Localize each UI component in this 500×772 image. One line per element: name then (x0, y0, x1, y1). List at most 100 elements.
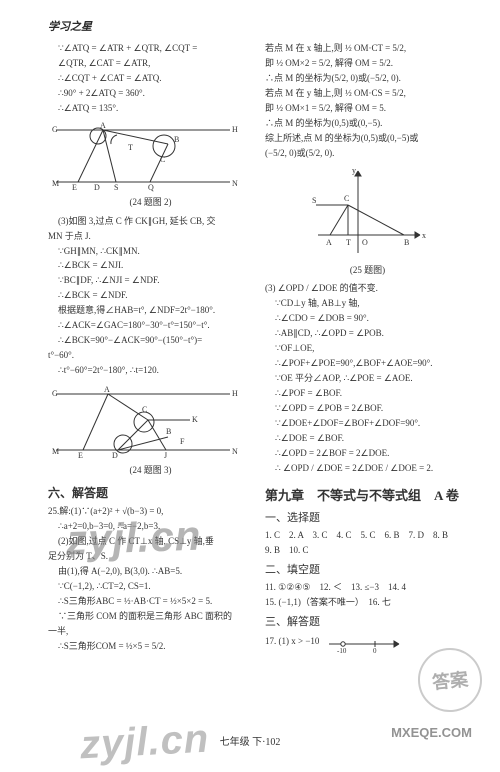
figure-24-3: GH MN AC KB ED JF (48, 382, 253, 460)
sub-section-title: 三、解答题 (265, 614, 470, 631)
svg-text:H: H (232, 125, 238, 134)
svg-text:y: y (352, 166, 356, 175)
text-line: ∴点 M 的坐标为(5/2, 0)或(−5/2, 0). (265, 72, 470, 86)
svg-text:B: B (404, 238, 409, 247)
text-line: ∵∠OPD = ∠POB = 2∠BOF. (265, 402, 470, 416)
svg-text:C: C (142, 405, 147, 414)
tick-label: 0 (373, 647, 377, 653)
svg-text:T: T (346, 238, 351, 247)
text-line: ∵OE 平分∠AOP, ∴∠POE = ∠AOE. (265, 372, 470, 386)
figure-caption: (25 题图) (265, 264, 470, 278)
text-line: ∴∠POF = ∠BOF. (265, 387, 470, 401)
svg-text:A: A (100, 121, 106, 130)
svg-text:E: E (72, 183, 77, 192)
page-header: 学习之星 (48, 18, 470, 34)
text-line: ∴点 M 的坐标为(0,5)或(0,−5). (265, 117, 470, 131)
text-line: 9. B 10. C (265, 544, 470, 558)
svg-text:x: x (422, 231, 426, 240)
text-line: ∵∠ATQ = ∠ATR + ∠QTR, ∠CQT = (48, 42, 253, 56)
text-line: ∴S三角形COM = ½×5 = 5/2. (48, 640, 253, 654)
text-line: ∵OF⊥OE, (265, 342, 470, 356)
text-line: ∵C(−1,2), ∴CT=2, CS=1. (48, 580, 253, 594)
sub-section-title: 二、填空题 (265, 562, 470, 579)
text-line: 综上所述,点 M 的坐标为(0,5)或(0,−5)或 (265, 132, 470, 146)
text-line: ∴t°−60°=2t°−180°, ∴t=120. (48, 364, 253, 378)
svg-text:F: F (180, 437, 185, 446)
text-line: ∴∠BCK = ∠NJI. (48, 259, 253, 273)
text-line: ∴∠ATQ = 135°. (48, 102, 253, 116)
page-footer: 七年级 下·102 (0, 733, 500, 748)
text-line: ∴∠POF+∠POE=90°,∠BOF+∠AOE=90°. (265, 357, 470, 371)
text-line: ∵GH∥MN, ∴CK∥MN. (48, 245, 253, 259)
text-line: ∵∠DOE+∠DOF=∠BOF+∠DOF=90°. (265, 417, 470, 431)
svg-text:N: N (232, 179, 238, 188)
figure-caption: (24 题图 2) (48, 196, 253, 210)
text-line: ∴S三角形ABC = ½·AB·CT = ½×5×2 = 5. (48, 595, 253, 609)
svg-text:O: O (362, 238, 368, 247)
two-column-layout: ∵∠ATQ = ∠ATR + ∠QTR, ∠CQT = ∠QTR, ∠CAT =… (48, 42, 470, 655)
right-column: 若点 M 在 x 轴上,则 ½ OM·CT = 5/2, 即 ½ OM×2 = … (265, 42, 470, 655)
svg-text:G: G (52, 389, 58, 398)
svg-text:N: N (232, 447, 238, 456)
text-line: ∴∠OPD = 2∠BOF = 2∠DOE. (265, 447, 470, 461)
text-line: 11. ①②④⑤ 12. ＜ 13. ≤−3 14. 4 (265, 581, 470, 595)
text-line: ∴∠ACK=∠GAC=180°−30°−t°=150°−t°. (48, 319, 253, 333)
sub-section-title: 一、选择题 (265, 510, 470, 527)
number-line-icon: -10 0 (325, 635, 405, 653)
text-line: ∵三角形 COM 的面积是三角形 ABC 面积的 (48, 610, 253, 624)
text-line: ∴∠CQT + ∠CAT = ∠ATQ. (48, 72, 253, 86)
svg-text:G: G (52, 125, 58, 134)
text-line: ∵CD⊥y 轴, AB⊥y 轴, (265, 297, 470, 311)
tick-label: -10 (337, 647, 347, 653)
svg-text:A: A (104, 385, 110, 394)
text-line: ∴a+2=0,b−3=0, ∴a=−2,b=3. (48, 520, 253, 534)
page: 学习之星 ∵∠ATQ = ∠ATR + ∠QTR, ∠CQT = ∠QTR, ∠… (0, 0, 500, 665)
svg-text:K: K (192, 415, 198, 424)
text-line: 若点 M 在 x 轴上,则 ½ OM·CT = 5/2, (265, 42, 470, 56)
svg-text:S: S (312, 196, 316, 205)
text-line: 17. (1) x > −10 (265, 635, 319, 649)
text-line: ∴ ∠OPD / ∠DOE = 2∠DOE / ∠DOE = 2. (265, 462, 470, 476)
svg-text:H: H (232, 389, 238, 398)
svg-text:Q: Q (148, 183, 154, 192)
text-line: 即 ½ OM×2 = 5/2, 解得 OM = 5/2. (265, 57, 470, 71)
text-line: 一半, (48, 625, 253, 639)
text-line: (2)如图,过点 C 作 CT⊥x 轴, CS⊥y 轴,垂 (48, 535, 253, 549)
text-line: t°−60°. (48, 349, 253, 363)
figure-caption: (24 题图 3) (48, 464, 253, 478)
text-line: ∴AB∥CD, ∴∠OPD = ∠POB. (265, 327, 470, 341)
text-line: ∴∠BCK=90°−∠ACK=90°−(150°−t°)= (48, 334, 253, 348)
svg-text:M: M (52, 179, 59, 188)
text-line: ∵BC∥DF, ∴∠NJI = ∠NDF. (48, 274, 253, 288)
svg-text:A: A (326, 238, 332, 247)
svg-text:S: S (114, 183, 118, 192)
svg-text:M: M (52, 447, 59, 456)
text-line: 根据题意,得∠HAB=t°, ∠NDF=2t°−180°. (48, 304, 253, 318)
text-line: ∴∠BCK = ∠NDF. (48, 289, 253, 303)
text-line: ∴∠DOE = ∠BOF. (265, 432, 470, 446)
text-line: 15. (−1,1)（答案不唯一） 16. 七 (265, 596, 470, 610)
text-line: (3) ∠OPD / ∠DOE 的值不变. (265, 282, 470, 296)
left-column: ∵∠ATQ = ∠ATR + ∠QTR, ∠CQT = ∠QTR, ∠CAT =… (48, 42, 253, 655)
chapter-title: 第九章 不等式与不等式组 A 卷 (265, 486, 470, 506)
text-line: 足分别为 T、S. (48, 550, 253, 564)
svg-text:C: C (160, 155, 165, 164)
figure-25: x y A O T B C S (265, 165, 470, 260)
text-line: ∴∠CDO = ∠DOB = 90°. (265, 312, 470, 326)
text-line: (−5/2, 0)或(5/2, 0). (265, 147, 470, 161)
svg-text:E: E (78, 451, 83, 460)
svg-text:D: D (94, 183, 100, 192)
svg-text:C: C (344, 194, 349, 203)
svg-text:J: J (164, 451, 167, 460)
section-title: 六、解答题 (48, 484, 253, 503)
text-line: 若点 M 在 y 轴上,则 ½ OM·CS = 5/2, (265, 87, 470, 101)
text-line: (3)如图 3,过点 C 作 CK∥GH, 延长 CB, 交 (48, 215, 253, 229)
text-line: ∠QTR, ∠CAT = ∠ATR, (48, 57, 253, 71)
text-line: 1. C 2. A 3. C 4. C 5. C 6. B 7. D 8. B (265, 529, 470, 543)
svg-text:T: T (128, 143, 133, 152)
figure-24-2: GH MN AB ED SQ TC (48, 120, 253, 192)
text-line: MN 于点 J. (48, 230, 253, 244)
text-line: ∴90° + 2∠ATQ = 360°. (48, 87, 253, 101)
text-line: 即 ½ OM×1 = 5/2, 解得 OM = 5. (265, 102, 470, 116)
text-line: 由(1),得 A(−2,0), B(3,0). ∴AB=5. (48, 565, 253, 579)
